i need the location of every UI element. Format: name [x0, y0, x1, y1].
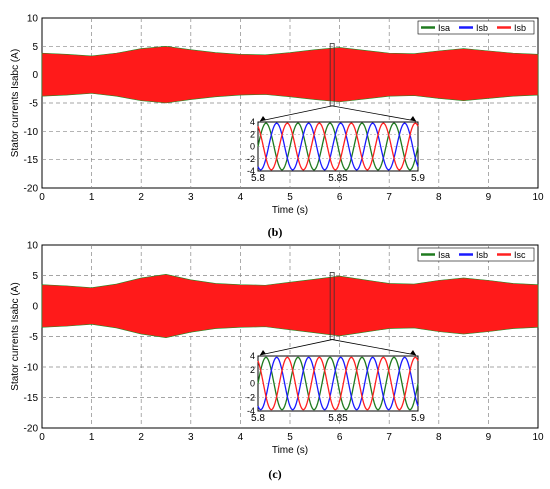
x-tick-label: 6: [337, 192, 343, 203]
x-tick-label: 10: [532, 432, 544, 443]
x-tick-label: 4: [238, 432, 244, 443]
legend-entry-label: Isb: [476, 23, 488, 33]
inset-x-tick-label: 5.9: [411, 173, 425, 184]
legend-entry-label: Isc: [514, 250, 526, 260]
inset-y-tick-label: 2: [250, 365, 255, 375]
figure-caption: (c): [268, 467, 281, 481]
inset-series-line-1: [257, 356, 419, 411]
x-tick-label: 3: [188, 192, 194, 203]
legend-entry-label: Isa: [438, 23, 450, 33]
x-tick-label: 8: [436, 432, 442, 443]
inset-y-tick-label: 4: [250, 117, 255, 127]
figure-caption: (b): [268, 225, 283, 239]
inset-x-tick-label: 5.8: [251, 173, 265, 184]
inset-zoom: 4 2 0 -2 -45.8 5.85 5.9: [247, 117, 425, 184]
inset-series-line-2: [257, 122, 419, 171]
x-tick-label: 1: [89, 192, 95, 203]
inset-x-tick-label: 5.9: [411, 413, 425, 424]
x-tick-label: 6: [337, 432, 343, 443]
inset-y-tick-label: -4: [247, 406, 255, 416]
x-axis-label: Time (s): [272, 445, 308, 456]
x-axis-label: Time (s): [272, 205, 308, 216]
x-tick-label: 7: [386, 192, 392, 203]
y-tick-label: -10: [24, 127, 39, 138]
inset-y-tick-label: 0: [250, 142, 255, 152]
inset-series-line-1: [257, 122, 419, 171]
y-tick-label: -20: [24, 184, 39, 195]
y-tick-label: -15: [24, 393, 39, 404]
y-tick-label: -5: [29, 99, 38, 110]
inset-series-line-3: [257, 356, 419, 411]
legend-entry-label: Isa: [438, 250, 450, 260]
x-tick-label: 5: [287, 192, 293, 203]
legend-box: [417, 20, 535, 35]
y-tick-label: -20: [24, 424, 39, 435]
y-tick-label: 0: [32, 70, 38, 81]
x-tick-label: 9: [486, 432, 492, 443]
x-tick-label: 10: [532, 192, 544, 203]
x-tick-label: 2: [138, 432, 144, 443]
y-tick-label: -15: [24, 155, 39, 166]
series-envelope-band: [41, 273, 539, 339]
inset-y-tick-label: 2: [250, 129, 255, 139]
inset-y-tick-label: 4: [250, 351, 255, 361]
legend-box: [417, 247, 535, 262]
legend: Isa Isb Isb: [417, 20, 535, 35]
x-tick-label: 2: [138, 192, 144, 203]
x-tick-label: 5: [287, 432, 293, 443]
inset-x-tick-label: 5.8: [251, 413, 265, 424]
x-tick-label: 0: [39, 432, 45, 443]
x-tick-label: 0: [39, 192, 45, 203]
inset-zoom: 4 2 0 -2 -45.8 5.85 5.9: [247, 351, 425, 424]
y-tick-label: -10: [24, 363, 39, 374]
inset-y-tick-label: 0: [250, 379, 255, 389]
zoom-arrow-left: [259, 339, 333, 356]
x-tick-label: 9: [486, 192, 492, 203]
inset-y-tick-label: -2: [247, 154, 255, 164]
arrowhead-left: [260, 116, 266, 121]
x-tick-label: 3: [188, 432, 194, 443]
arrowhead-right: [410, 350, 416, 355]
series-envelope-band: [41, 46, 539, 104]
inset-x-tick-label: 5.85: [328, 413, 348, 424]
legend-entry-label: Isb: [476, 250, 488, 260]
x-tick-label: 4: [238, 192, 244, 203]
arrowhead-right: [410, 116, 416, 121]
zoom-arrow-right: [332, 105, 417, 122]
y-tick-label: 5: [32, 42, 38, 53]
legend-entry-label: Isb: [514, 23, 526, 33]
x-tick-label: 7: [386, 432, 392, 443]
chart-panel-b: 0 1 2 3 4 5 6 7 8 9 10 10 5 0 -5 -10 -15 -20 4 2 0 -2 -45.8 5.8…: [10, 14, 544, 240]
zoom-arrow-left: [259, 105, 333, 122]
inset-y-tick-label: -2: [247, 392, 255, 402]
x-tick-label: 1: [89, 432, 95, 443]
y-tick-label: 10: [27, 14, 39, 25]
arrowhead-left: [260, 350, 266, 355]
inset-y-tick-label: -4: [247, 166, 255, 176]
y-tick-label: 0: [32, 302, 38, 313]
y-axis-label: Stator currents Isabc (A): [10, 282, 21, 390]
y-tick-label: -5: [29, 332, 38, 343]
inset-series-line-2: [257, 356, 419, 411]
y-axis-label: Stator currents Isabc (A): [10, 49, 21, 157]
inset-x-tick-label: 5.85: [328, 173, 348, 184]
zoom-arrow-right: [332, 339, 417, 356]
y-tick-label: 5: [32, 271, 38, 282]
chart-panel-c: 0 1 2 3 4 5 6 7 8 9 10 10 5 0 -5 -10 -15 -20 4 2 0 -2 -45.8 5.8…: [10, 241, 544, 482]
x-tick-label: 8: [436, 192, 442, 203]
inset-series-line-3: [257, 122, 419, 171]
zoom-marker: [329, 43, 335, 107]
y-tick-label: 10: [27, 241, 39, 252]
legend: Isa Isb Isc: [417, 247, 535, 262]
